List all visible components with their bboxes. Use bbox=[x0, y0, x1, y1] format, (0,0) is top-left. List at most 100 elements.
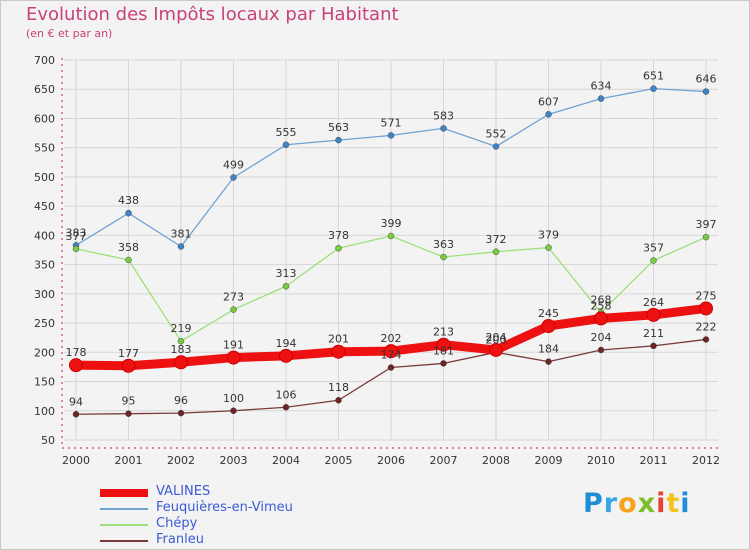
data-label-feuquieres-en-vimeu: 552 bbox=[486, 128, 507, 141]
x-tick-label: 2010 bbox=[587, 454, 615, 467]
legend-swatch bbox=[100, 540, 148, 542]
x-tick-label: 2002 bbox=[167, 454, 195, 467]
data-point-chepy bbox=[282, 282, 290, 290]
data-point-feuquieres-en-vimeu bbox=[492, 143, 500, 150]
data-point-chepy bbox=[335, 244, 342, 252]
data-label-valines: 275 bbox=[696, 289, 717, 302]
data-label-valines: 191 bbox=[223, 339, 244, 352]
y-tick-label: 350 bbox=[34, 259, 55, 272]
legend-swatch bbox=[100, 524, 148, 526]
data-point-franleu bbox=[72, 411, 80, 418]
y-tick-label: 400 bbox=[34, 229, 55, 242]
y-tick-label: 200 bbox=[34, 346, 55, 359]
data-label-valines: 258 bbox=[591, 299, 612, 312]
data-label-valines: 264 bbox=[643, 296, 664, 309]
data-point-valines bbox=[699, 301, 713, 316]
y-tick-label: 300 bbox=[34, 288, 55, 301]
data-label-feuquieres-en-vimeu: 499 bbox=[223, 159, 244, 172]
data-labels: 383 438 381 499 555 563 571 583 552 607 634 651 646 3… bbox=[66, 70, 717, 409]
data-label-chepy: 397 bbox=[696, 218, 717, 231]
data-label-franleu: 184 bbox=[538, 343, 559, 356]
data-label-chepy: 273 bbox=[223, 291, 244, 304]
logo-letter: x bbox=[637, 488, 657, 519]
data-label-franleu: 200 bbox=[486, 333, 507, 346]
data-point-franleu bbox=[335, 396, 342, 404]
data-label-feuquieres-en-vimeu: 646 bbox=[696, 73, 717, 86]
data-label-chepy: 372 bbox=[486, 233, 507, 246]
y-tick-label: 150 bbox=[34, 376, 55, 389]
data-point-chepy bbox=[492, 248, 500, 256]
data-label-chepy: 378 bbox=[328, 229, 349, 242]
y-tick-label: 450 bbox=[34, 200, 55, 213]
data-point-chepy bbox=[125, 256, 132, 264]
logo-letter: r bbox=[603, 488, 619, 519]
data-label-feuquieres-en-vimeu: 381 bbox=[171, 227, 192, 240]
data-label-feuquieres-en-vimeu: 607 bbox=[538, 95, 559, 108]
data-point-feuquieres-en-vimeu bbox=[650, 85, 657, 92]
legend-label: Chépy bbox=[156, 516, 198, 531]
y-tick-label: 700 bbox=[34, 54, 55, 67]
data-point-valines bbox=[436, 337, 451, 352]
data-label-franleu: 181 bbox=[433, 344, 454, 357]
data-point-franleu bbox=[282, 404, 290, 411]
data-point-valines bbox=[594, 311, 608, 326]
data-label-feuquieres-en-vimeu: 583 bbox=[433, 109, 454, 122]
proxiti-logo: Proxiti bbox=[583, 488, 691, 519]
y-tick-label: 50 bbox=[41, 434, 55, 447]
x-tick-label: 2000 bbox=[62, 454, 90, 467]
legend-label: Feuquières-en-Vimeu bbox=[156, 500, 293, 515]
data-label-valines: 177 bbox=[118, 347, 139, 360]
data-label-chepy: 268 bbox=[591, 294, 612, 307]
data-point-feuquieres-en-vimeu bbox=[177, 243, 185, 250]
x-tick-label: 2007 bbox=[430, 454, 458, 467]
data-point-franleu bbox=[230, 407, 237, 415]
x-tick-label: 2012 bbox=[692, 454, 720, 467]
data-label-franleu: 118 bbox=[328, 381, 349, 394]
data-label-valines: 204 bbox=[486, 331, 507, 344]
y-tick-label: 500 bbox=[34, 171, 55, 184]
data-point-franleu bbox=[177, 409, 185, 417]
data-point-valines bbox=[226, 350, 241, 365]
data-point-franleu bbox=[597, 346, 605, 354]
data-point-franleu bbox=[702, 336, 710, 343]
data-point-valines bbox=[646, 307, 661, 322]
data-point-valines bbox=[69, 358, 83, 373]
data-label-franleu: 222 bbox=[696, 320, 717, 333]
logo-letter: t bbox=[666, 488, 681, 519]
data-label-feuquieres-en-vimeu: 563 bbox=[328, 121, 349, 134]
data-point-feuquieres-en-vimeu bbox=[282, 141, 290, 149]
data-point-chepy bbox=[545, 244, 552, 251]
data-point-feuquieres-en-vimeu bbox=[440, 125, 447, 132]
data-label-valines: 245 bbox=[538, 307, 559, 320]
y-tick-label: 100 bbox=[34, 405, 55, 418]
logo-letter: i bbox=[656, 488, 667, 519]
data-label-franleu: 100 bbox=[223, 392, 244, 405]
data-label-valines: 202 bbox=[381, 332, 402, 345]
data-label-valines: 194 bbox=[276, 337, 297, 350]
data-point-valines bbox=[174, 355, 188, 370]
data-point-valines bbox=[541, 319, 556, 333]
data-point-franleu bbox=[440, 360, 447, 367]
x-tick-label: 2006 bbox=[377, 454, 405, 467]
logo-letter: o bbox=[618, 488, 638, 519]
data-label-feuquieres-en-vimeu: 571 bbox=[381, 116, 402, 129]
data-point-chepy bbox=[72, 245, 80, 253]
x-tick-label: 2003 bbox=[220, 454, 248, 467]
data-point-feuquieres-en-vimeu bbox=[545, 111, 552, 118]
data-label-chepy: 399 bbox=[381, 217, 402, 230]
data-point-franleu bbox=[387, 364, 395, 371]
y-tick-label: 600 bbox=[34, 112, 55, 125]
data-point-valines bbox=[384, 344, 398, 359]
data-label-franleu: 94 bbox=[69, 395, 83, 408]
data-point-chepy bbox=[702, 233, 710, 241]
data-label-valines: 213 bbox=[433, 326, 454, 339]
data-label-franleu: 106 bbox=[276, 388, 297, 401]
data-point-franleu bbox=[650, 342, 657, 350]
data-label-franleu: 95 bbox=[122, 395, 136, 408]
y-tick-label: 250 bbox=[34, 317, 55, 330]
data-point-valines bbox=[489, 342, 503, 357]
data-point-valines bbox=[279, 348, 293, 363]
data-label-franleu: 174 bbox=[381, 349, 402, 362]
data-point-feuquieres-en-vimeu bbox=[597, 95, 605, 102]
data-label-valines: 178 bbox=[66, 346, 87, 359]
